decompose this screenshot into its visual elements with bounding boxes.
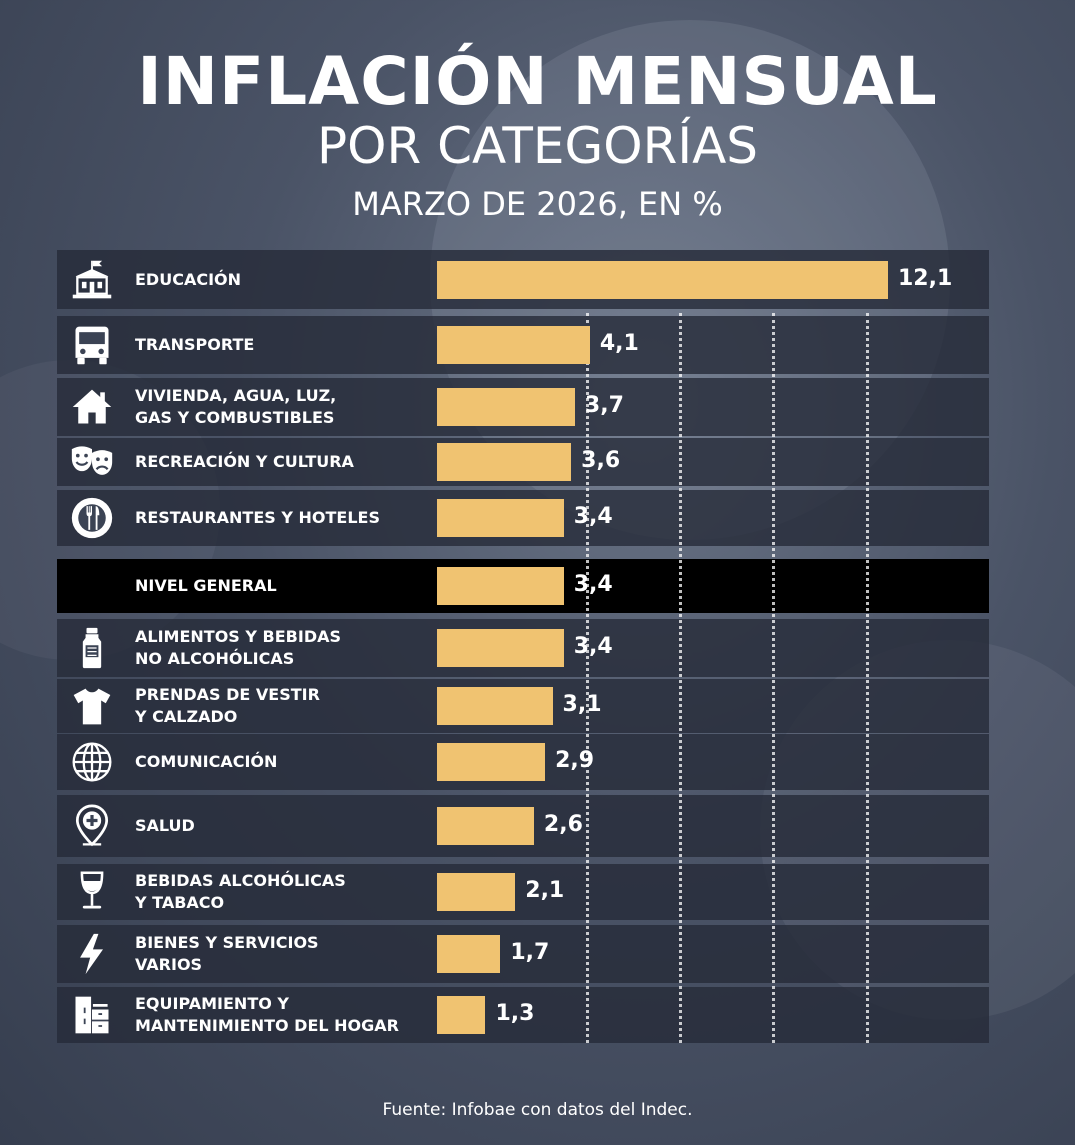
house-icon xyxy=(64,384,120,430)
data-label: 12,1 xyxy=(898,265,953,291)
data-label: 3,6 xyxy=(581,448,621,473)
lightning-icon xyxy=(64,931,120,977)
data-label: 2,6 xyxy=(543,812,583,837)
globe-icon xyxy=(64,739,120,785)
health-pin-icon xyxy=(64,803,120,849)
category-label: RESTAURANTES Y HOTELES xyxy=(135,508,380,527)
data-label: 2,1 xyxy=(525,878,565,903)
bar xyxy=(437,743,546,781)
gridline xyxy=(865,313,869,1043)
bottle-icon xyxy=(64,625,120,671)
bar xyxy=(437,388,575,426)
category-label: BEBIDAS ALCOHÓLICAS Y TABACO xyxy=(135,871,346,912)
category-label: SALUD xyxy=(135,816,195,835)
data-label: 3,4 xyxy=(573,572,613,597)
category-label: RECREACIÓN Y CULTURA xyxy=(135,452,354,471)
bar xyxy=(437,567,564,605)
data-label: 4,1 xyxy=(599,331,639,356)
gridline xyxy=(679,313,683,1043)
row-background xyxy=(57,987,989,1043)
bar xyxy=(437,499,564,537)
bar xyxy=(437,443,572,481)
data-label: 1,7 xyxy=(510,940,550,965)
theater-masks-icon xyxy=(64,439,120,485)
tshirt-icon xyxy=(64,683,120,729)
category-label: PRENDAS DE VESTIR Y CALZADO xyxy=(135,685,320,726)
bar xyxy=(437,260,888,299)
category-label: VIVIENDA, AGUA, LUZ, GAS Y COMBUSTIBLES xyxy=(135,386,337,427)
category-label: EQUIPAMIENTO Y MANTENIMIENTO DEL HOGAR xyxy=(135,994,399,1035)
gridline xyxy=(586,313,590,1043)
category-label: EDUCACIÓN xyxy=(135,269,242,289)
wine-glass-icon xyxy=(64,869,120,915)
data-label: 3,4 xyxy=(573,504,613,529)
bar xyxy=(437,935,501,973)
category-label: TRANSPORTE xyxy=(135,335,255,354)
category-label: NIVEL GENERAL xyxy=(135,576,277,595)
bar xyxy=(437,996,486,1034)
bar xyxy=(437,807,534,845)
category-label: COMUNICACIÓN xyxy=(135,752,278,771)
restaurant-plate-icon xyxy=(64,495,120,541)
data-label: 3,4 xyxy=(573,634,613,659)
data-label: 1,3 xyxy=(495,1001,535,1026)
data-label: 2,9 xyxy=(555,748,595,773)
chart-title: INFLACIÓN MENSUAL xyxy=(137,43,938,120)
bar xyxy=(437,873,516,911)
gridline xyxy=(772,313,776,1043)
chart-subtitle: POR CATEGORÍAS xyxy=(316,117,759,175)
row-background xyxy=(57,864,989,920)
bar xyxy=(437,687,553,725)
source-note: Fuente: Infobae con datos del Indec. xyxy=(382,1100,693,1120)
chart-date-unit: MARZO DE 2026, EN % xyxy=(352,185,723,223)
bus-icon xyxy=(64,322,120,368)
school-icon xyxy=(64,257,120,303)
bar xyxy=(437,629,564,667)
category-label: ALIMENTOS Y BEBIDAS NO ALCOHÓLICAS xyxy=(135,627,341,668)
data-label: 3,1 xyxy=(562,692,602,717)
data-label: 3,7 xyxy=(584,393,624,418)
category-label: BIENES Y SERVICIOS VARIOS xyxy=(135,933,319,974)
furniture-icon xyxy=(64,992,120,1038)
bar xyxy=(437,326,590,364)
row-background xyxy=(57,925,989,983)
